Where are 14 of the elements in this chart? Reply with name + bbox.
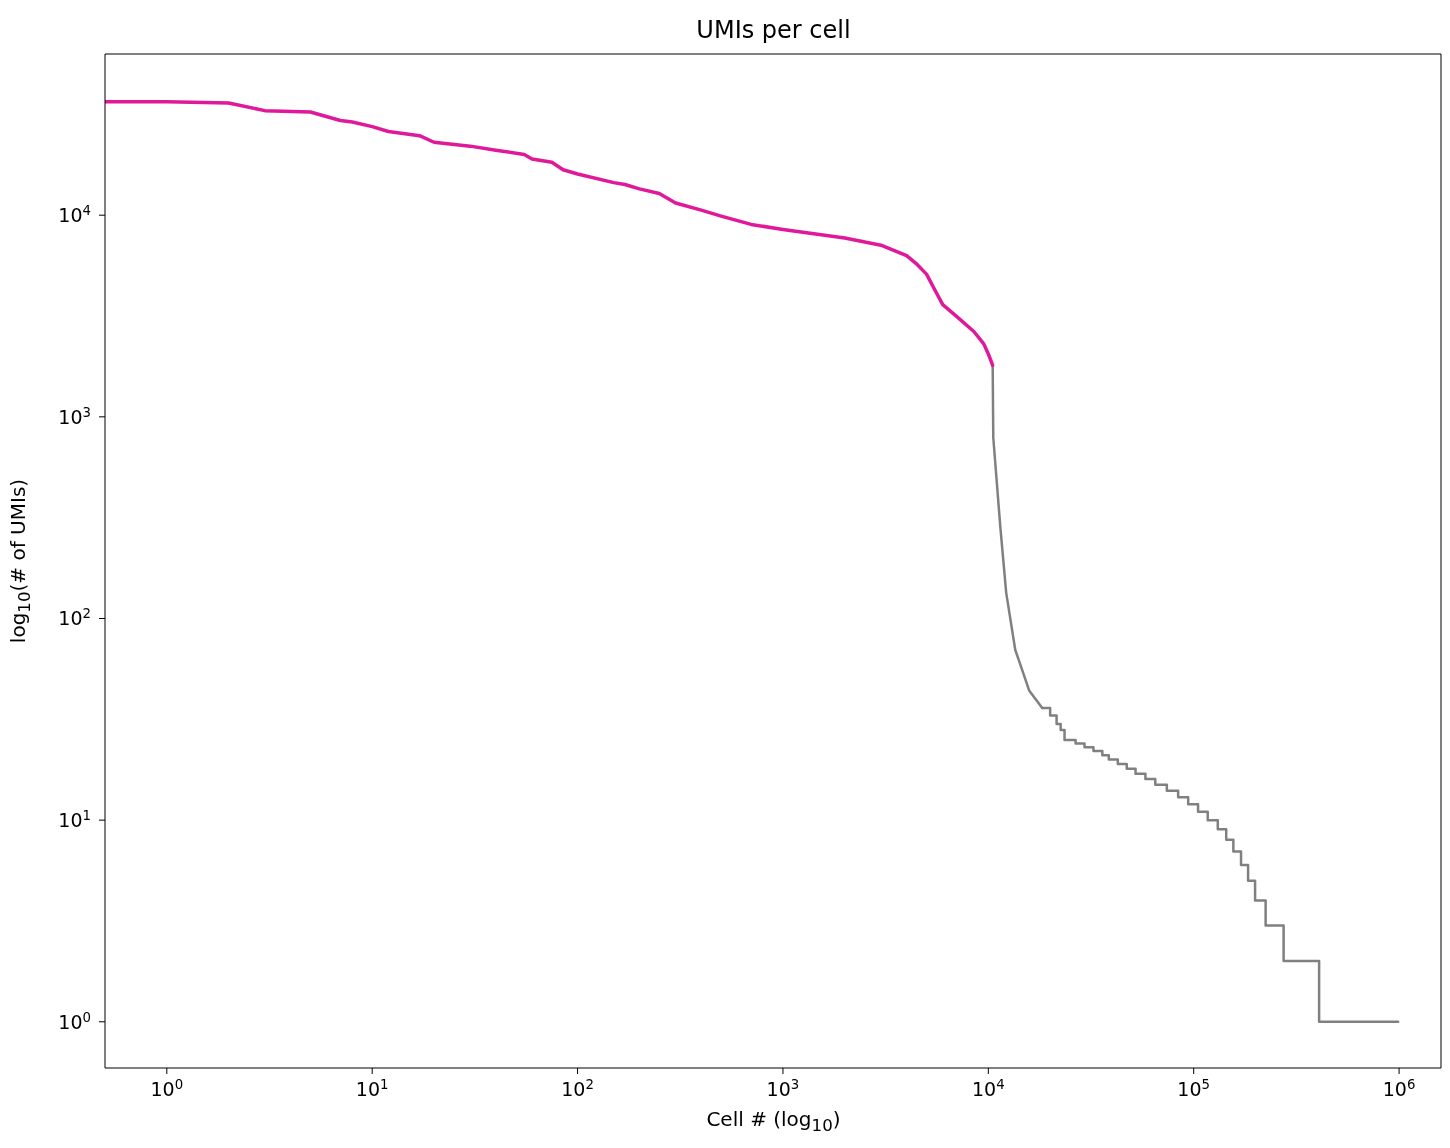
y-tick-label: 10$^{4}$ xyxy=(58,202,91,227)
x-tick-label: 10$^{5}$ xyxy=(1177,1076,1211,1100)
x-tick-label: 10$^{0}$ xyxy=(150,1076,184,1100)
y-tick-label: 10$^{3}$ xyxy=(58,404,91,428)
x-tick-label: 10$^{2}$ xyxy=(561,1076,594,1100)
x-tick-label: 10$^{3}$ xyxy=(766,1076,800,1100)
x-tick-label: 10$^{4}$ xyxy=(972,1076,1005,1100)
chart-title: UMIs per cell xyxy=(695,16,852,44)
y-tick-label: 10$^{1}$ xyxy=(58,807,91,832)
x-tick-label: 10$^{6}$ xyxy=(1382,1076,1416,1100)
x-axis-title: Cell # (log$_{10}$) xyxy=(705,1107,842,1135)
y-tick-label: 10$^{2}$ xyxy=(58,605,91,630)
y-tick-label: 10$^{0}$ xyxy=(58,1009,91,1033)
x-tick-label: 10$^{1}$ xyxy=(355,1076,389,1100)
